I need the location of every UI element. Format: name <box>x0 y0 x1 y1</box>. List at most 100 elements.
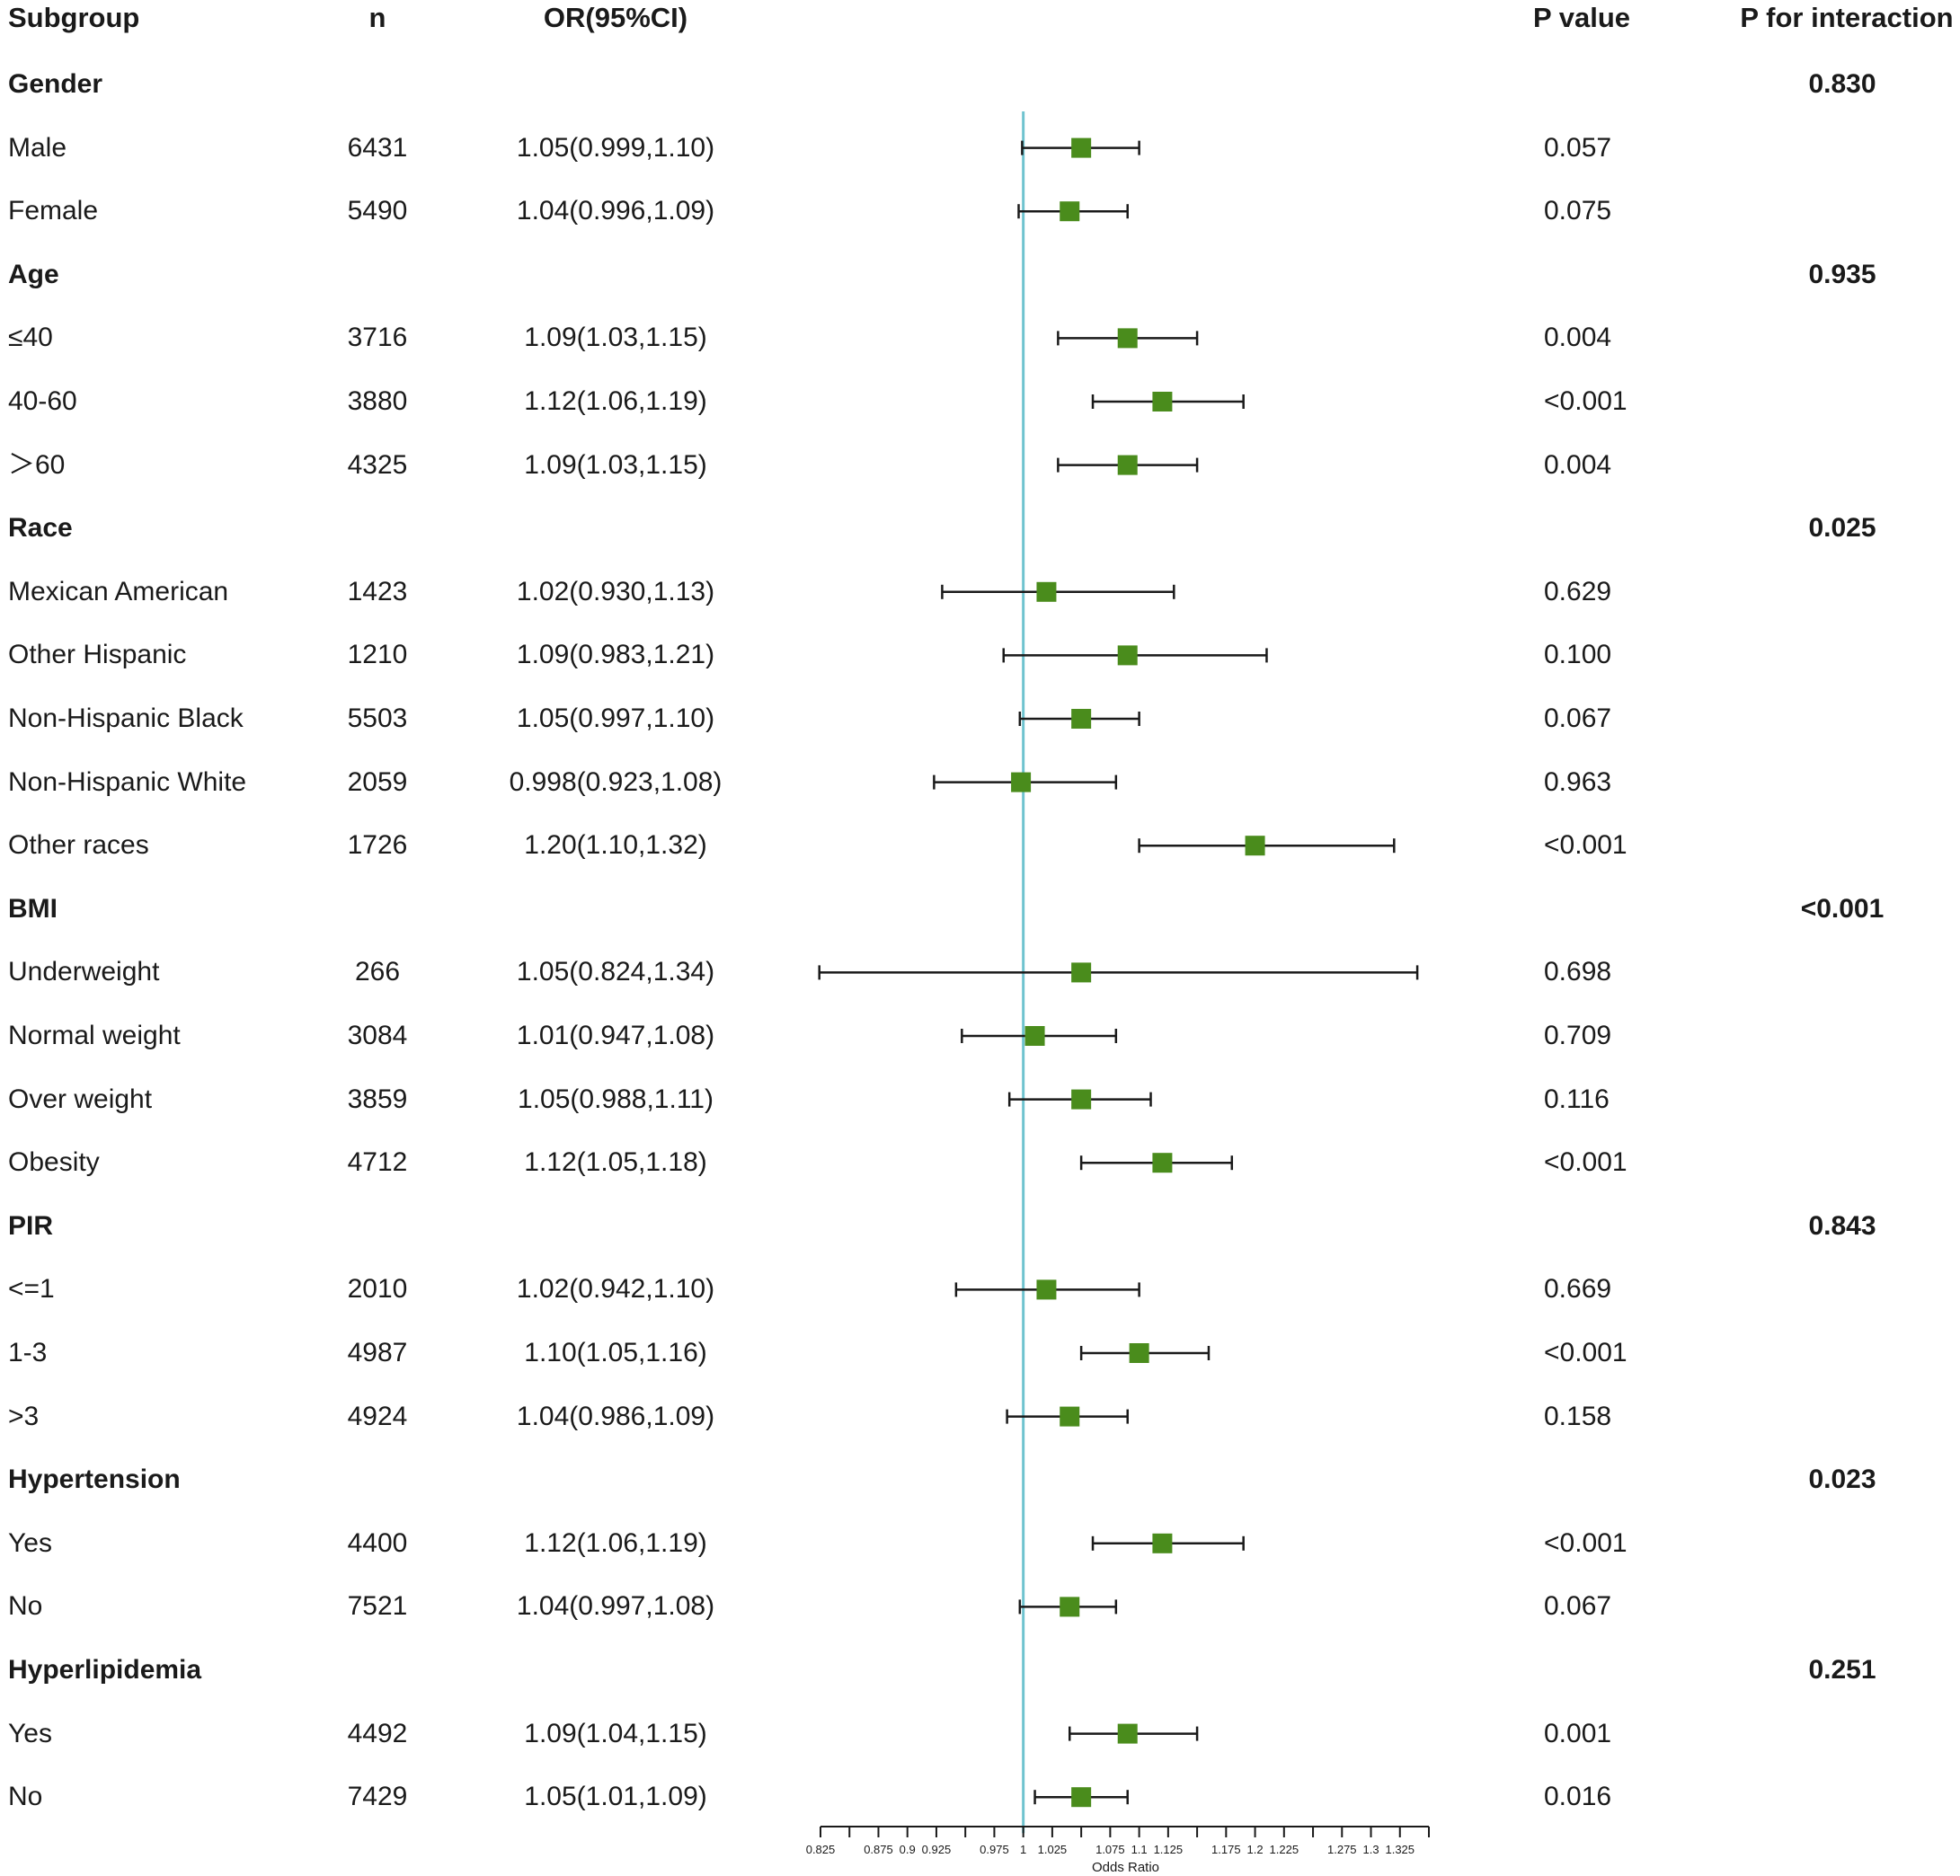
header-or-ci: OR(95%CI) <box>543 2 688 33</box>
p-value: <0.001 <box>1544 830 1627 861</box>
subgroup-label: Other races <box>8 830 149 861</box>
or-point-marker <box>1152 392 1173 411</box>
or-ci-value: 1.20(1.10,1.32) <box>524 830 707 861</box>
n-value: 2059 <box>347 766 408 797</box>
p-value: 0.067 <box>1544 704 1612 733</box>
or-ci-value: 1.12(1.06,1.19) <box>524 386 707 416</box>
or-ci-value: 1.09(1.04,1.15) <box>524 1718 707 1748</box>
x-tick-label: 1.1 <box>1131 1843 1148 1856</box>
or-point-marker <box>1152 1153 1173 1173</box>
or-ci-value: 1.09(1.03,1.15) <box>524 449 707 480</box>
n-value: 3084 <box>347 1021 408 1050</box>
p-interaction-value: 0.830 <box>1808 69 1876 99</box>
or-point-marker <box>1245 836 1265 856</box>
p-interaction-value: 0.251 <box>1808 1655 1876 1685</box>
p-value: 0.004 <box>1544 323 1612 353</box>
x-tick-label: 0.9 <box>900 1843 916 1856</box>
or-point-marker <box>1024 1026 1045 1046</box>
n-value: 1210 <box>347 640 408 670</box>
x-tick-label: 1.2 <box>1247 1843 1264 1856</box>
subgroup-label: Over weight <box>8 1084 153 1114</box>
header-n: n <box>368 2 386 33</box>
subgroup-label: Female <box>8 196 99 226</box>
or-ci-value: 1.05(0.997,1.10) <box>516 704 715 733</box>
n-value: 1726 <box>347 830 408 861</box>
p-value: 0.100 <box>1544 640 1612 670</box>
or-point-marker <box>1060 1597 1080 1617</box>
p-value: <0.001 <box>1544 1338 1627 1367</box>
subgroup-label: Male <box>8 132 67 163</box>
or-ci-value: 0.998(0.923,1.08) <box>509 766 723 797</box>
or-ci-value: 1.04(0.997,1.08) <box>516 1591 715 1622</box>
group-label: Hypertension <box>8 1465 181 1495</box>
n-value: 5490 <box>347 196 408 226</box>
or-point-marker <box>1071 137 1092 158</box>
x-tick-label: 1.125 <box>1154 1843 1184 1856</box>
p-value: 0.669 <box>1544 1274 1612 1305</box>
or-point-marker <box>1036 581 1057 602</box>
or-ci-value: 1.09(1.03,1.15) <box>524 323 707 353</box>
or-point-marker <box>1071 1787 1092 1808</box>
x-tick-label: 1.025 <box>1038 1843 1068 1856</box>
x-tick-label: 0.825 <box>806 1843 836 1856</box>
subgroup-label: Normal weight <box>8 1021 181 1050</box>
x-tick-label: 0.925 <box>922 1843 952 1856</box>
or-ci-value: 1.05(0.999,1.10) <box>516 132 715 163</box>
n-value: 7521 <box>347 1591 408 1622</box>
p-value: <0.001 <box>1544 1527 1627 1558</box>
or-ci-value: 1.09(0.983,1.21) <box>516 640 715 670</box>
p-value: 0.016 <box>1544 1782 1612 1812</box>
group-label: PIR <box>8 1210 54 1241</box>
subgroup-label: 1-3 <box>8 1338 48 1367</box>
subgroup-label: ＞60 <box>8 449 66 480</box>
header-subgroup: Subgroup <box>8 2 140 33</box>
p-interaction-value: 0.843 <box>1808 1210 1876 1241</box>
p-interaction-value: 0.023 <box>1808 1465 1876 1495</box>
x-tick-label: 1.075 <box>1095 1843 1125 1856</box>
n-value: 5503 <box>347 704 408 733</box>
or-point-marker <box>1117 1723 1138 1744</box>
subgroup-label: Non-Hispanic White <box>8 766 247 797</box>
x-axis-label: Odds Ratio <box>1092 1860 1159 1875</box>
p-interaction-value: 0.935 <box>1808 259 1876 289</box>
subgroup-label: <=1 <box>8 1274 55 1305</box>
p-value: 0.158 <box>1544 1401 1612 1431</box>
header-p-interaction: P for interaction <box>1740 2 1954 33</box>
n-value: 6431 <box>347 132 408 163</box>
or-ci-value: 1.12(1.05,1.18) <box>524 1147 707 1178</box>
n-value: 1423 <box>347 576 408 606</box>
or-point-marker <box>1117 455 1138 475</box>
or-point-marker <box>1036 1279 1057 1300</box>
or-point-marker <box>1071 1089 1092 1110</box>
x-tick-label: 1.175 <box>1211 1843 1241 1856</box>
subgroup-label: >3 <box>8 1401 40 1431</box>
or-ci-value: 1.05(0.824,1.34) <box>516 957 715 987</box>
n-value: 4325 <box>347 449 408 480</box>
or-point-marker <box>1117 645 1138 666</box>
x-tick-label: 1.325 <box>1385 1843 1415 1856</box>
n-value: 4400 <box>347 1527 408 1558</box>
x-tick-label: 1 <box>1020 1843 1026 1856</box>
n-value: 266 <box>354 957 401 987</box>
n-value: 4924 <box>347 1401 408 1431</box>
or-ci-value: 1.04(0.986,1.09) <box>516 1401 715 1431</box>
or-point-marker <box>1152 1533 1173 1553</box>
p-value: 0.004 <box>1544 449 1612 480</box>
or-ci-value: 1.02(0.930,1.13) <box>516 576 715 606</box>
x-tick-label: 0.975 <box>980 1843 1009 1856</box>
or-ci-value: 1.05(0.988,1.11) <box>518 1084 714 1114</box>
x-tick-label: 0.875 <box>864 1843 893 1856</box>
n-value: 3880 <box>347 386 408 416</box>
subgroup-label: Obesity <box>8 1147 100 1178</box>
subgroup-label: No <box>8 1782 43 1812</box>
n-value: 7429 <box>347 1782 408 1812</box>
or-ci-value: 1.04(0.996,1.09) <box>516 196 715 226</box>
or-ci-value: 1.05(1.01,1.09) <box>524 1782 707 1812</box>
or-point-marker <box>1011 772 1032 792</box>
x-tick-label: 1.225 <box>1270 1843 1299 1856</box>
n-value: 2010 <box>347 1274 408 1305</box>
p-value: 0.698 <box>1544 957 1612 987</box>
subgroup-label: 40-60 <box>8 386 77 416</box>
p-value: 0.075 <box>1544 196 1612 226</box>
